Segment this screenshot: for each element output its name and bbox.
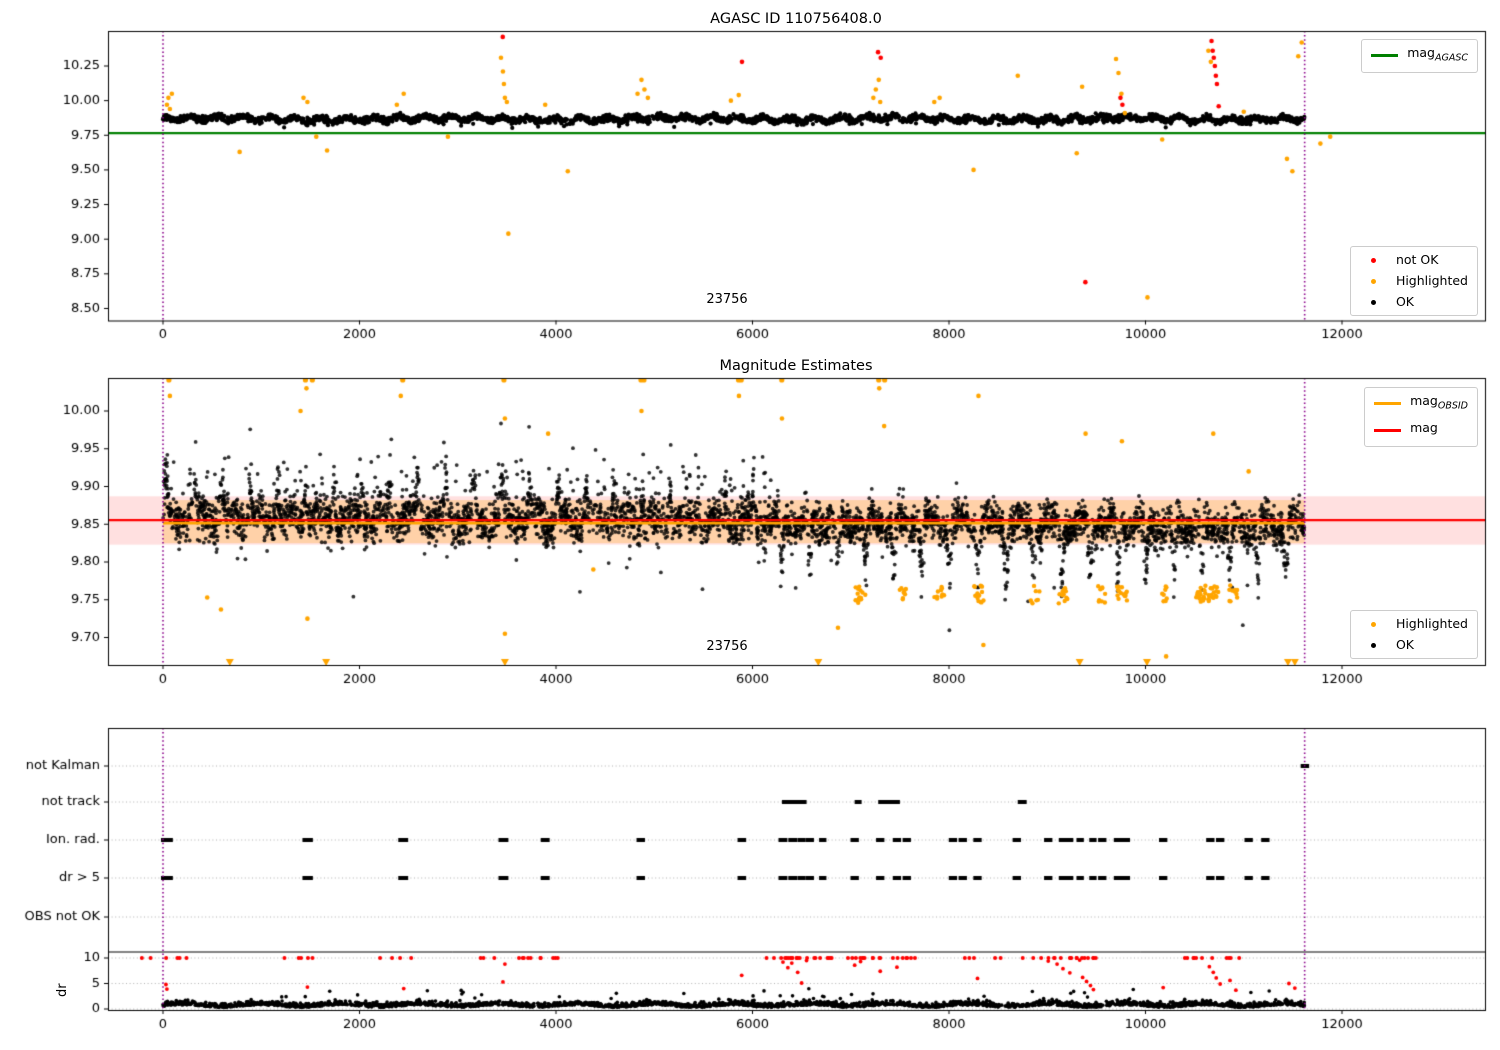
legend-mag-obsid: magOBSID mag [1364, 387, 1478, 447]
legend-middle-scatter: Highlighted OK [1349, 610, 1478, 659]
legend-item-ok: OK [1360, 637, 1468, 653]
dot-swatch-wrap [1360, 299, 1387, 305]
legend-item-highlighted: Highlighted [1360, 273, 1468, 289]
line-swatch-wrap [1371, 54, 1399, 58]
legend-top-scatter: not OK Highlighted OK [1349, 246, 1478, 316]
black-dot-swatch-icon [1370, 642, 1376, 648]
legend-label: OK [1395, 637, 1414, 652]
legend-mag-agasc: magAGASC [1361, 39, 1478, 73]
middle-plot-title: Magnitude Estimates [719, 358, 873, 374]
red-dot-swatch-icon [1370, 257, 1376, 263]
orange-dot-swatch-icon [1370, 278, 1376, 284]
legend-label: Highlighted [1395, 273, 1468, 288]
black-dot-swatch-icon [1370, 299, 1376, 305]
top-plot-title: AGASC ID 110756408.0 [710, 11, 882, 27]
legend-label: not OK [1395, 252, 1439, 267]
dot-swatch-wrap [1360, 278, 1387, 284]
legend-item-mag-obsid: magOBSID [1374, 393, 1468, 415]
legend-item-ok: OK [1360, 294, 1468, 310]
legend-item-not-ok: not OK [1360, 252, 1468, 268]
dot-swatch-wrap [1360, 257, 1387, 263]
legend-label: magOBSID [1410, 393, 1468, 412]
obsid-annotation-middle: 23756 [706, 639, 748, 654]
dr-axis-label: dr [55, 983, 70, 997]
line-swatch-wrap [1374, 402, 1402, 406]
legend-label: Highlighted [1395, 616, 1468, 631]
orange-line-swatch-icon [1374, 402, 1402, 406]
dot-swatch-wrap [1360, 642, 1387, 648]
line-swatch-wrap [1374, 428, 1402, 432]
dot-swatch-wrap [1360, 621, 1387, 627]
obsid-annotation-top: 23756 [706, 292, 748, 307]
legend-label: OK [1395, 294, 1414, 309]
legend-item-mag: mag [1374, 420, 1468, 442]
legend-label: magAGASC [1407, 45, 1468, 64]
orange-dot-swatch-icon [1370, 621, 1376, 627]
red-line-swatch-icon [1374, 428, 1402, 432]
legend-label: mag [1410, 419, 1438, 435]
legend-item-mag-agasc: magAGASC [1371, 45, 1468, 67]
legend-item-highlighted: Highlighted [1360, 616, 1468, 632]
green-line-swatch-icon [1371, 54, 1399, 58]
